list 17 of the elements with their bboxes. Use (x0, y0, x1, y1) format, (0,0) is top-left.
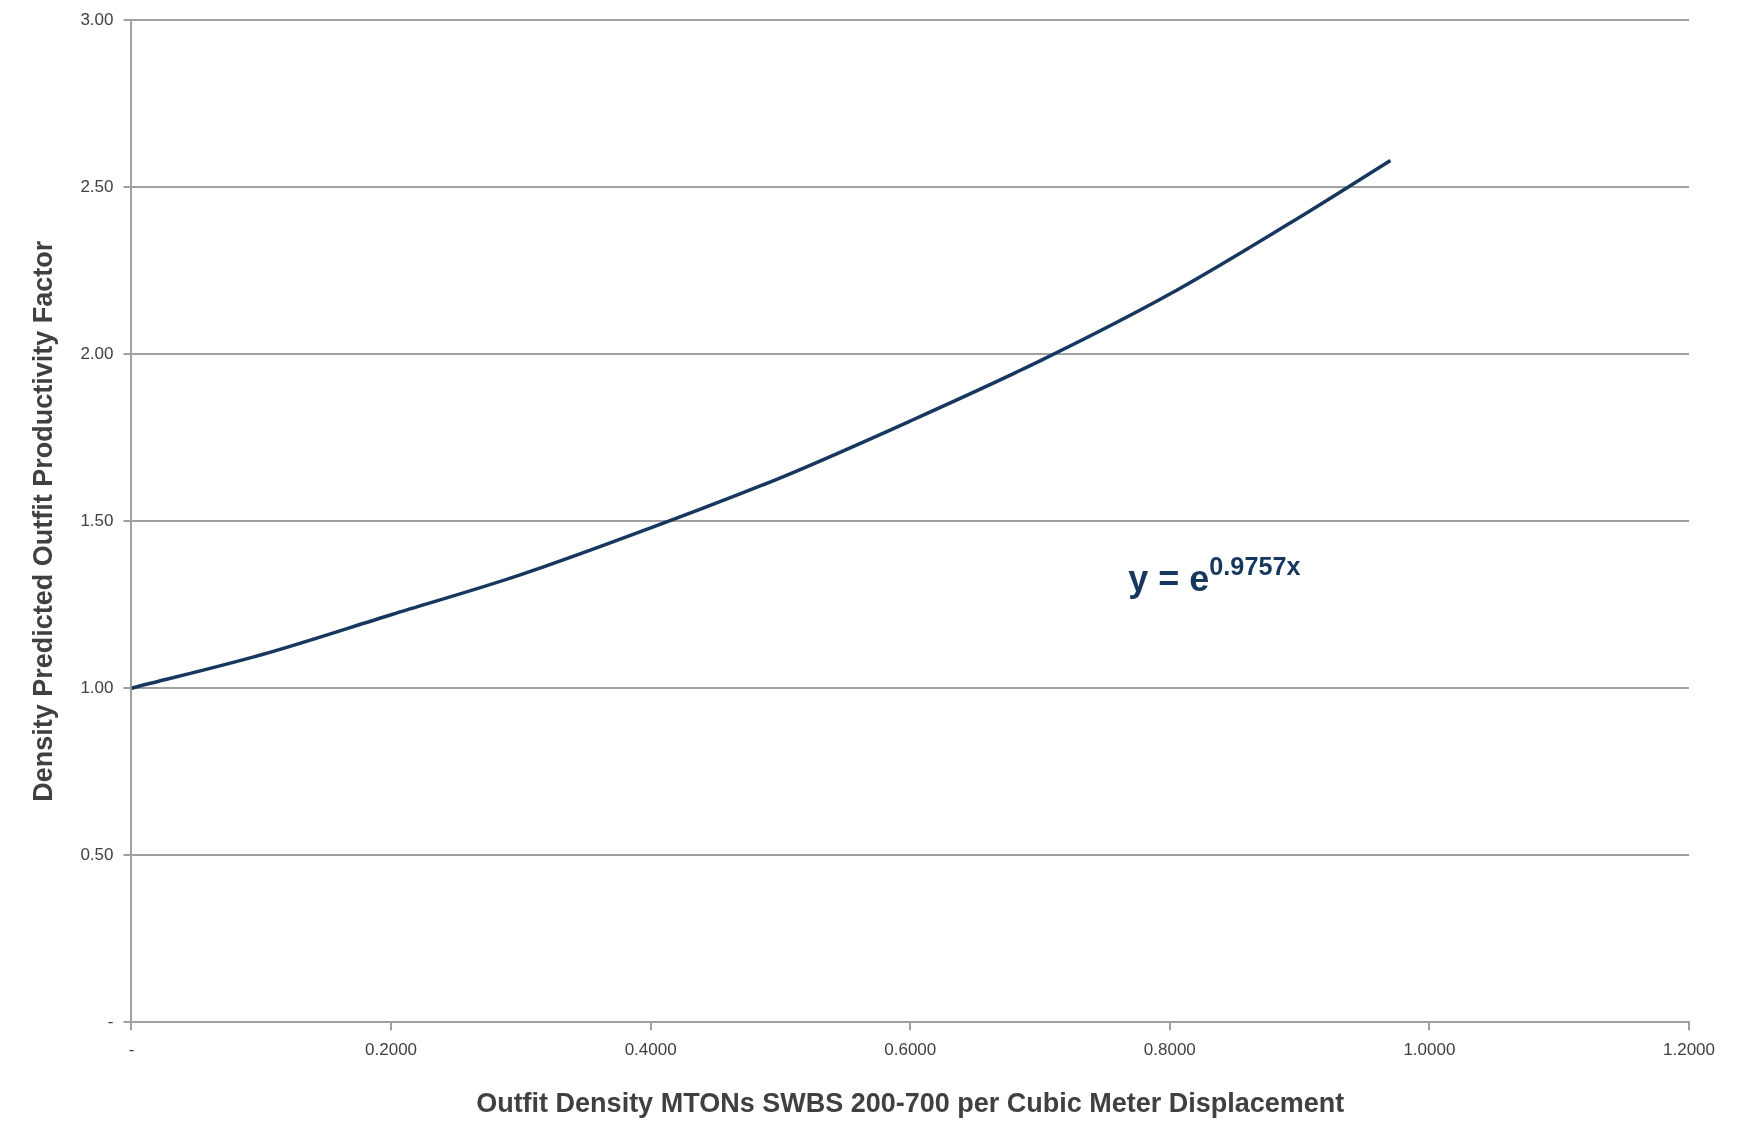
y-tick-label: 2.50 (80, 176, 114, 196)
y-tick-label: 1.50 (80, 510, 114, 530)
x-tick-label: 0.6000 (884, 1040, 937, 1060)
line-series (131, 158, 1393, 690)
y-tick-label: 3.00 (80, 9, 114, 29)
y-tick-label: 0.50 (80, 844, 114, 864)
y-axis-title: Density Predicted Outfit Productivity Factor (27, 240, 58, 802)
x-tick-label: 0.8000 (1143, 1040, 1196, 1060)
x-tick-label: 1.0000 (1403, 1040, 1456, 1060)
y-tick-label: 1.00 (80, 677, 114, 697)
x-tick-label: 0.2000 (365, 1040, 418, 1060)
y-tick-label: 2.00 (80, 343, 114, 363)
x-tick-label: 0.4000 (624, 1040, 677, 1060)
x-tick-label: - (128, 1040, 135, 1060)
x-axis-title: Outfit Density MTONs SWBS 200-700 per Cubic Meter Displacement (476, 1088, 1345, 1119)
y-tick-label: - (107, 1011, 114, 1031)
x-tick-label: 1.2000 (1663, 1040, 1715, 1060)
